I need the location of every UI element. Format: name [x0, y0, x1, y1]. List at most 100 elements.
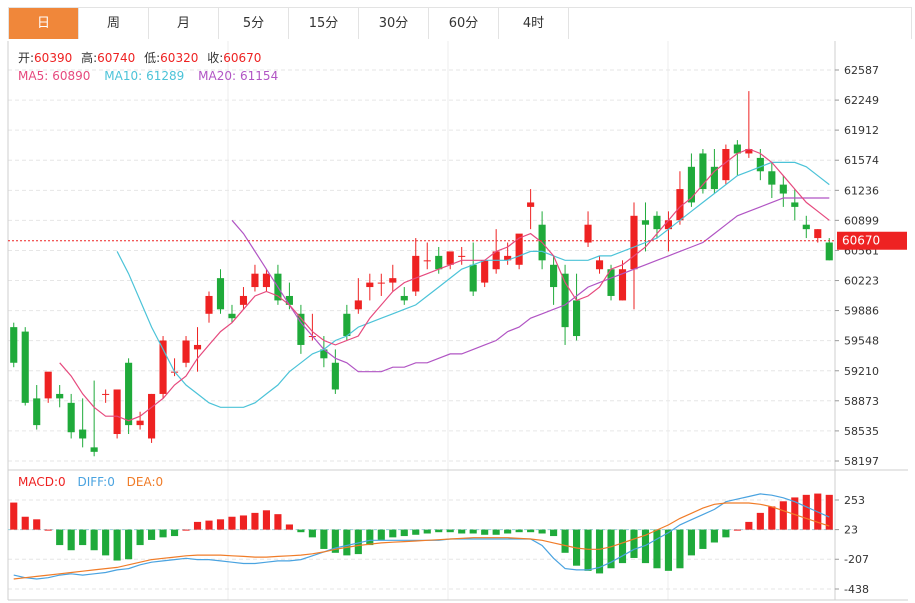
low-value: 60320: [160, 51, 198, 65]
price-tick-label: 61236: [844, 184, 879, 197]
macd-histogram-bar: [676, 529, 684, 569]
macd-histogram-bar: [745, 521, 753, 530]
tab-day[interactable]: 日: [9, 8, 79, 39]
macd-histogram-bar: [125, 529, 133, 560]
macd-histogram-bar: [90, 529, 98, 551]
macd-tick-label: -438: [844, 583, 869, 596]
macd-histogram-bar: [687, 529, 695, 556]
candle-body: [745, 149, 753, 154]
y-axis-labels: 6258762249619126157461236608996056160223…: [835, 64, 879, 596]
dea-line: [13, 502, 830, 580]
macd-histogram-bar: [802, 494, 810, 530]
ma20-line: [231, 197, 830, 373]
candle-body: [239, 295, 248, 305]
candle-body: [389, 278, 397, 283]
tab-30min[interactable]: 30分: [359, 8, 429, 39]
candle-body: [412, 255, 420, 292]
candle-body: [343, 313, 351, 337]
macd-histogram-bar: [756, 512, 764, 530]
macd-histogram-bar: [504, 529, 512, 534]
tab-week[interactable]: 周: [79, 8, 149, 39]
macd-histogram-bar: [779, 501, 787, 530]
candle-body: [125, 362, 133, 426]
ma-lines: [59, 148, 830, 422]
macd-legend-label: MACD:: [18, 475, 58, 489]
macd-histogram-bar: [630, 529, 638, 558]
macd-histogram-bar: [584, 529, 592, 571]
macd-histogram-bar: [653, 529, 661, 569]
candle-body: [182, 340, 190, 363]
macd-histogram-bar: [607, 529, 615, 569]
candle-body: [251, 273, 259, 288]
macd-legend: MACD:0 DIFF:0 DEA:0: [18, 475, 163, 489]
macd-histogram-bar: [159, 529, 167, 538]
macd-histogram-bar: [699, 529, 707, 549]
macd-histogram-bar: [389, 529, 397, 538]
candle-body: [550, 264, 558, 288]
candle-body: [458, 255, 466, 257]
candle-body: [687, 166, 695, 203]
candle-body: [228, 313, 236, 319]
candle-body: [756, 157, 764, 172]
candle-body: [676, 189, 684, 221]
tab-15min[interactable]: 15分: [289, 8, 359, 39]
candle-body: [573, 300, 581, 337]
tab-4hour[interactable]: 4时: [499, 8, 569, 39]
candle-body: [504, 255, 512, 261]
macd-histogram-bar: [527, 529, 535, 533]
tab-month[interactable]: 月: [149, 8, 219, 39]
candle-body: [193, 344, 202, 350]
candle-body: [79, 429, 87, 439]
macd-histogram-bar: [710, 529, 718, 543]
candle-body: [354, 300, 362, 310]
candle-body: [699, 153, 707, 190]
current-price-label: 60670: [842, 234, 880, 248]
candle-body: [630, 215, 638, 270]
candle-body: [113, 389, 121, 435]
tab-60min[interactable]: 60分: [429, 8, 499, 39]
macd-histogram-bar: [377, 529, 385, 540]
ma10-legend: MA10:: [104, 69, 142, 83]
macd-histogram-bar: [262, 510, 270, 530]
price-tick-label: 58197: [844, 455, 879, 468]
macd-histogram-bar: [10, 502, 18, 530]
price-tick-label: 61912: [844, 124, 879, 137]
macd-histogram-bar: [79, 529, 87, 546]
current-price-marker: 60670: [8, 231, 907, 250]
macd-histogram-bar: [366, 529, 374, 546]
candle-body: [779, 184, 787, 194]
candle-body: [802, 224, 810, 230]
macd-histogram-bar: [664, 529, 673, 571]
candle-body: [216, 278, 225, 310]
candle-body: [664, 220, 673, 230]
macd-histogram-bar: [170, 529, 179, 537]
macd-histogram-bar: [492, 529, 500, 535]
candle-body: [733, 144, 741, 154]
candle-body: [446, 251, 454, 265]
tab-5min[interactable]: 5分: [219, 8, 289, 39]
ma-legend: MA5: 60890 MA10: 61289 MA20: 61154: [18, 69, 278, 83]
candle-body: [722, 149, 730, 181]
candle-body: [481, 260, 489, 283]
macd-histogram-bar: [446, 529, 454, 533]
candle-body: [641, 220, 650, 225]
macd-histogram-bar: [825, 494, 833, 530]
macd-histogram-bar: [285, 524, 293, 530]
price-tick-label: 61574: [844, 154, 879, 167]
period-tabs: 日 周 月 5分 15分 30分 60分 4时: [8, 7, 912, 39]
macd-pane: [8, 493, 835, 580]
candle-body: [33, 398, 41, 426]
ohlc-legend: 开:60390 高:60740 低:60320 收:60670: [18, 50, 261, 65]
macd-histogram-bar: [228, 516, 236, 530]
macd-histogram-bar: [148, 529, 156, 540]
macd-histogram-bar: [239, 515, 248, 530]
candle-body: [400, 295, 408, 301]
candle-body: [618, 269, 627, 301]
macd-histogram-bar: [354, 529, 362, 555]
macd-histogram-bar: [618, 529, 627, 564]
candle-body: [423, 260, 431, 262]
macd-histogram-bar: [205, 520, 213, 530]
candle-body: [366, 282, 374, 288]
macd-tick-label: -207: [844, 553, 869, 566]
